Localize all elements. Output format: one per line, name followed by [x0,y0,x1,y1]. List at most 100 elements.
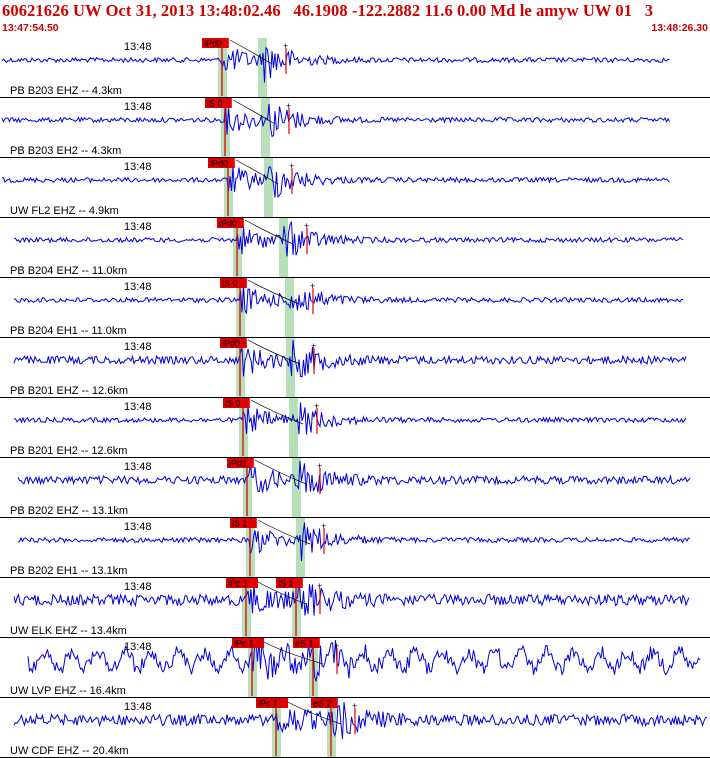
seismogram-trace [13,579,690,616]
station-label: UW CDF EHZ -- 20.4km [10,745,129,757]
s-window [289,398,298,458]
end-time-label: 13:48:26.30 [651,22,708,34]
trace-time-label: 13:48 [124,521,152,533]
coda-plus-icon: + [352,701,357,711]
p-pick-box[interactable] [202,38,229,48]
trace-time-label: 13:48 [124,221,152,233]
coda-plus-icon: + [304,221,309,231]
p-pick-label: iS 0 [225,399,241,409]
coda-plus-icon: + [286,101,291,111]
p-pick-label: iPd0 [210,159,228,169]
seismogram-trace [13,287,684,314]
s-window [285,278,294,338]
coda-plus-icon: + [289,161,294,171]
station-label: PB B204 EHZ -- 11.0km [10,265,127,277]
station-label: UW ELK EHZ -- 13.4km [10,625,127,637]
p-pick-box[interactable] [220,338,247,348]
s-pick-label: iS 1 [278,579,294,589]
p-pick-label: iPd0 [222,339,240,349]
travel-time-curve [259,639,324,665]
station-label: PB B201 EH2 -- 12.6km [10,445,127,457]
s-pick-box[interactable] [293,638,320,648]
s-window [264,158,273,218]
p-pick-box[interactable] [217,218,244,228]
p-pick-label: iPc 1 [228,579,248,589]
p-pick-label: iS 0 [207,99,223,109]
travel-time-curve [235,159,279,185]
travel-time-curve [229,39,273,65]
travel-time-curve [232,99,276,125]
coda-plus-icon: + [317,461,322,471]
seismogram-trace [14,402,687,435]
s-window [261,98,270,158]
seismogram-trace [1,166,670,199]
s-pick-box[interactable] [276,578,303,588]
s-window [279,218,288,278]
p-pick-box[interactable] [208,158,235,168]
p-pick-box[interactable] [223,398,250,408]
coda-plus-icon: + [310,281,315,291]
station-label: UW FL2 EHZ -- 4.9km [10,205,119,217]
seismogram-trace [13,702,708,740]
trace-time-label: 13:48 [124,101,152,113]
event-header: 60621626 UW Oct 31, 2013 13:48:02.46 46.… [0,0,710,38]
travel-time-curve [257,519,311,545]
trace-time-label: 13:48 [124,701,152,713]
seismogram-trace [13,221,684,257]
s-pick-label: eS 2 [313,699,332,709]
trace-time-label: 13:48 [124,41,152,53]
seismogram-trace [27,639,701,682]
p-pick-box[interactable] [256,698,288,708]
coda-plus-icon: + [321,521,326,531]
s-window [292,458,301,518]
trace-time-label: 13:48 [124,581,152,593]
p-pick-box[interactable] [205,98,232,108]
station-label: PB B204 EH1 -- 11.0km [10,325,127,337]
travel-time-curve [250,399,304,425]
seismogram-trace [13,339,687,378]
seismogram-trace [17,522,691,561]
station-label: PB B203 EH2 -- 4.3km [10,145,121,157]
p-pick-label: iPc 1 [258,699,278,709]
coda-plus-icon: + [311,341,316,351]
p-pick-label: iPd1 [229,459,247,469]
s-window [258,38,267,98]
p-pick-box[interactable] [227,458,254,468]
p-pick-label: iS 0 [222,279,238,289]
travel-time-curve [247,279,300,305]
station-label: PB B201 EHZ -- 12.6km [10,385,128,397]
station-label: PB B203 EHZ -- 4.3km [10,85,122,97]
p-pick-box[interactable] [226,578,258,588]
event-title: 60621626 UW Oct 31, 2013 13:48:02.46 46.… [2,1,654,20]
travel-time-curve [244,219,294,245]
p-pick-box[interactable] [220,278,247,288]
station-label: PB B202 EH1 -- 13.1km [10,565,127,577]
s-pick-label: eS 1 [295,639,314,649]
trace-time-label: 13:48 [124,461,152,473]
seismogram-trace [1,103,670,138]
seismogram-trace [1,46,670,83]
travel-time-curve [247,339,301,365]
trace-time-label: 13:48 [124,161,152,173]
travel-time-curve [254,459,307,485]
trace-time-label: 13:48 [124,641,152,653]
trace-time-label: 13:48 [124,401,152,413]
p-pick-label: iPc 1 [234,639,254,649]
coda-plus-icon: + [317,581,322,591]
p-pick-box[interactable] [232,638,264,648]
coda-plus-icon: + [334,641,339,651]
station-label: UW LVP EHZ -- 16.4km [10,685,126,697]
trace-time-label: 13:48 [124,341,152,353]
p-pick-label: iPd0 [219,219,237,229]
coda-plus-icon: + [283,41,288,51]
trace-time-label: 13:48 [124,281,152,293]
s-pick-box[interactable] [311,698,338,708]
p-pick-box[interactable] [230,518,257,528]
seismogram-trace [17,460,691,493]
coda-plus-icon: + [314,401,319,411]
p-pick-label: iS 1 [232,519,248,529]
p-pick-label: iPd0 [204,39,222,49]
station-label: PB B202 EHZ -- 13.1km [10,505,128,517]
start-time-label: 13:47:54.50 [2,22,59,34]
